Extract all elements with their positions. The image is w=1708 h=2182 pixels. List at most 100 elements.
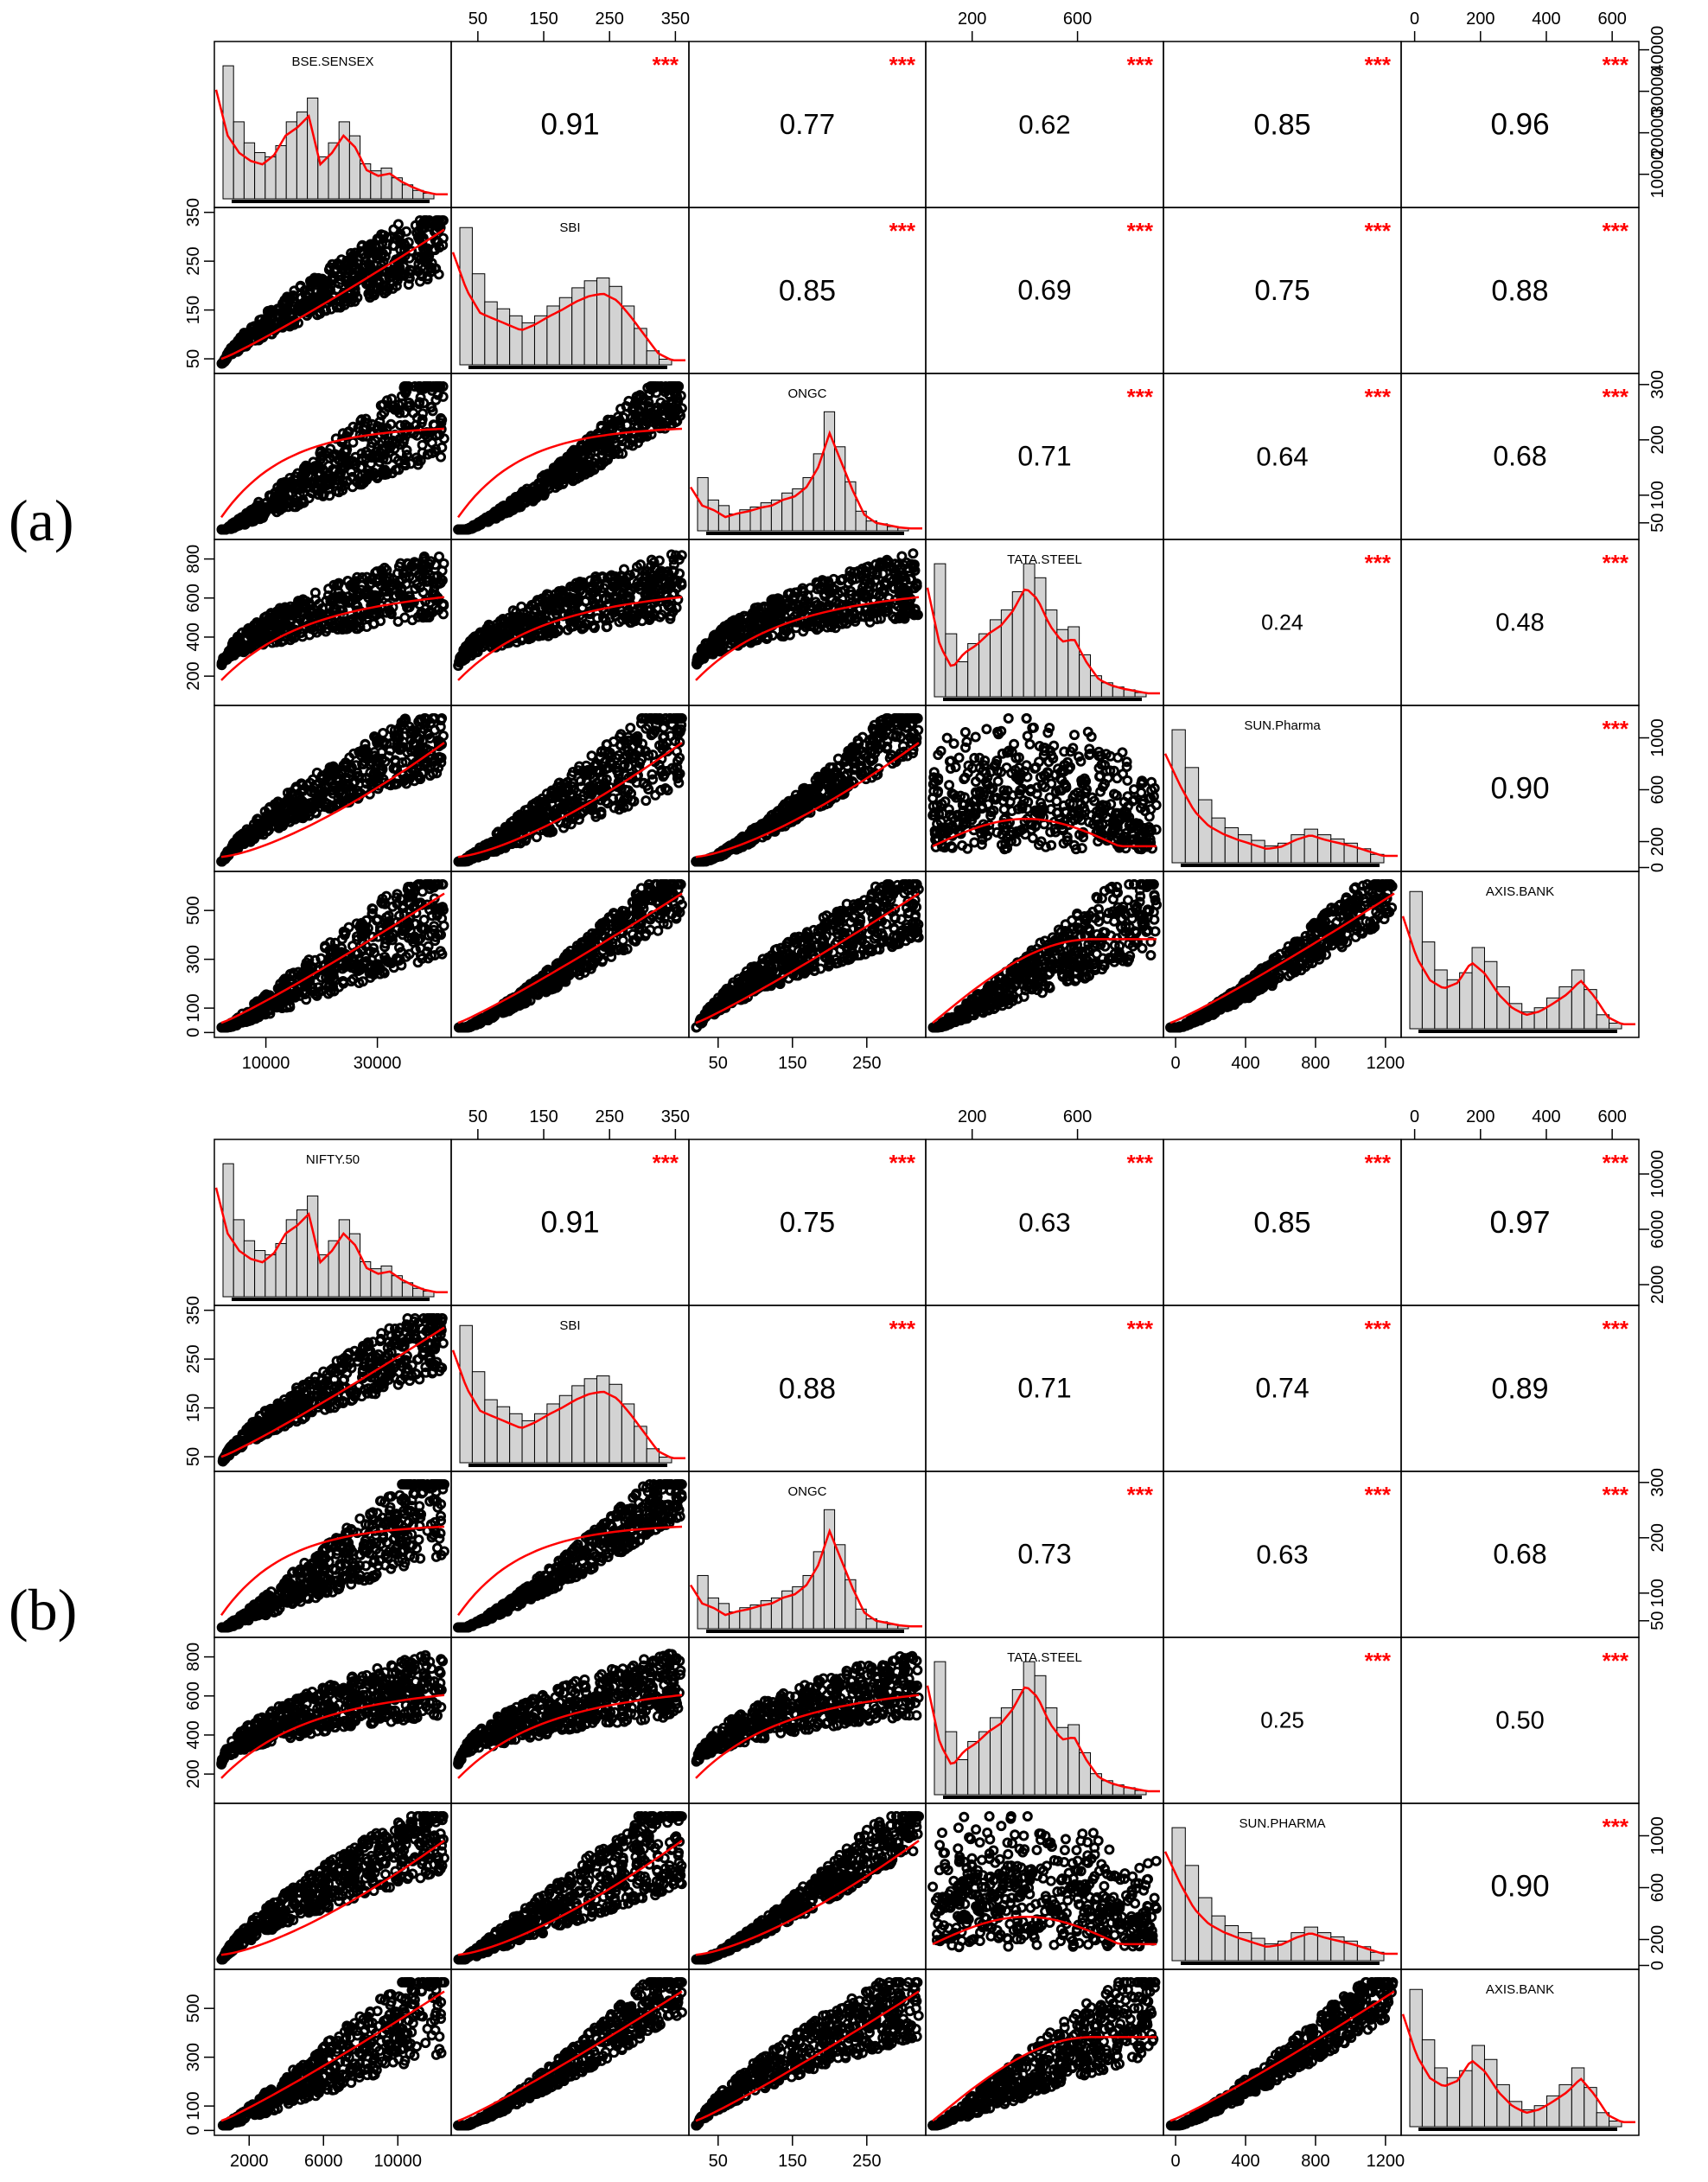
correlation-value: 0.24 [1261,610,1303,635]
scatter-point [998,804,1010,815]
scatter-points [453,713,687,867]
histogram-bar [956,661,969,698]
correlation-value: 0.62 [1018,109,1070,139]
scatter-point [881,743,892,754]
correlation-value: 0.91 [540,108,599,142]
scatter-points [691,713,924,867]
scatter-point [655,397,666,408]
histogram-bar [823,411,836,532]
histogram-bar [717,505,730,532]
cell-r1-c2: 0.85*** [688,207,927,374]
cell-r2-c4: 0.64 *** [1163,373,1402,540]
scatter-point [602,739,613,750]
scatter-point [341,446,352,457]
histogram-bar [1034,577,1047,698]
scatter-points [453,549,687,671]
scatter-point [392,616,404,627]
cell-r1-c4: 0.75 *** [1163,207,1402,374]
cell-r4-c2 [688,705,927,872]
scatter-point [434,751,445,762]
cell-r0-c5: 0.96*** [1400,41,1640,208]
cell-r4-c0 [214,705,452,872]
cell-r1-c0 [214,207,452,374]
histogram-bar [338,121,350,200]
scatter-point [408,407,419,418]
histogram-bar [844,481,857,532]
histogram-bar [967,642,980,698]
correlation-value: 0.69 [1017,275,1071,306]
scatter-point [864,616,876,628]
significance-stars: *** [1603,384,1629,410]
scatter-point [640,795,652,807]
panel-label: (a) [9,488,73,553]
significance-stars: *** [889,218,916,244]
scatter-points [453,381,687,535]
cell-r0-c3: 0.62 *** [925,41,1164,208]
scatter-point [332,284,343,295]
histogram-bar [1045,609,1058,698]
variable-label: TATA.STEEL [1007,552,1082,567]
histogram-bar [697,476,709,532]
cell-r0-c4: 0.85 *** [1163,41,1402,208]
scatter-point [913,724,924,736]
scatter-point [596,420,607,431]
significance-stars: *** [1603,550,1629,576]
scatter-point [908,548,919,559]
scatter-point [586,750,597,762]
significance-stars: *** [1365,550,1392,576]
scatter-point [621,401,632,412]
scatter-point [791,622,801,634]
scatter-points [216,551,449,671]
correlation-value: 0.85 [1253,108,1310,141]
scatter-point [609,591,621,603]
cell-r1-c3: 0.69*** [925,207,1164,374]
significance-stars: *** [1603,52,1629,78]
significance-stars: *** [1365,52,1392,78]
significance-stars: *** [1127,52,1154,78]
scatter-point [314,598,325,609]
scatter-point [347,437,359,448]
variable-label: BSE.SENSEX [291,54,373,69]
correlation-value: 0.77 [780,108,835,140]
correlation-panel-a: (a)BSE.SENSEX0.91***0.77***0.62***0.85**… [9,10,1667,1073]
cell-r3-c5: 0.48 *** [1400,539,1640,706]
correlation-value: 0.64 [1256,441,1308,471]
scatter-point [428,419,439,431]
significance-stars: *** [1365,218,1392,244]
histogram-bar [583,280,598,366]
scatter-point [657,411,668,422]
correlation-value: 0.48 [1495,609,1544,637]
cell-r3-c0 [214,539,452,706]
histogram-bar [254,152,266,200]
scatter-point [817,786,828,797]
scatter-point [1069,730,1080,741]
cell-r0-c0: BSE.SENSEX [214,41,452,208]
scatter-points [691,548,923,670]
scatter-point [392,275,403,286]
cell-r3-c1 [450,539,690,706]
scatter-point [625,723,636,733]
scatter-points [216,713,449,867]
significance-stars: *** [1603,218,1629,244]
cell-r0-c2: 0.77*** [688,41,927,208]
histogram-bar [978,633,991,698]
scatter-point [674,568,685,579]
scatter-point [636,616,647,627]
correlation-value: 0.88 [1491,274,1548,307]
scatter-point [414,599,425,610]
cell-r2-c0 [214,373,452,540]
significance-stars: *** [1365,384,1392,410]
scatter-point [437,565,448,577]
cell-r2-c3: 0.71*** [925,373,1164,540]
scatter-point [761,633,772,644]
scatter-point [309,587,321,598]
cell-r2-c1 [450,373,690,540]
cell-r2-c5: 0.68*** [1400,373,1640,540]
scatter-point [347,471,358,482]
histogram-bar [264,156,277,200]
scatter-point [959,727,971,737]
histogram-bar [233,121,245,200]
scatter-point [417,587,429,598]
significance-stars: *** [1127,384,1154,410]
correlation-value: 0.75 [1254,274,1310,306]
